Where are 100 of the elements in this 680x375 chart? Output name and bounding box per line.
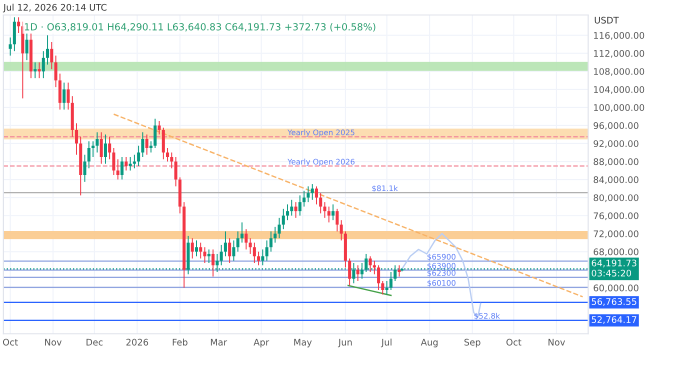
x-tick-label: 2026 bbox=[126, 338, 148, 346]
candlestick bbox=[120, 156, 124, 180]
candlestick bbox=[319, 192, 322, 214]
candlestick bbox=[162, 127, 165, 160]
candlestick bbox=[149, 140, 152, 153]
candlestick bbox=[327, 206, 330, 223]
y-tick-label: 80,000.00 bbox=[594, 194, 638, 202]
y-tick-label: 104,000.00 bbox=[594, 86, 644, 94]
candlestick bbox=[74, 122, 78, 156]
y-tick-label: 100,000.00 bbox=[594, 104, 644, 112]
candlestick bbox=[190, 238, 194, 259]
candlestick bbox=[194, 240, 198, 257]
candlestick bbox=[261, 248, 264, 266]
text: Jul 12, 2026 20:14 UTC bbox=[2, 4, 107, 12]
candlestick bbox=[25, 32, 28, 61]
candlestick bbox=[170, 152, 174, 169]
candlestick bbox=[34, 62, 37, 79]
candlestick bbox=[137, 145, 140, 167]
candlestick bbox=[265, 240, 268, 262]
candlestick bbox=[154, 118, 157, 148]
candlestick bbox=[394, 264, 397, 282]
y-tick-label: 108,000.00 bbox=[594, 68, 644, 76]
x-tick-label: Oct bbox=[3, 338, 18, 346]
y-tick-label: 76,000.00 bbox=[594, 212, 638, 220]
y-tick-label: 116,000.00 bbox=[594, 32, 644, 40]
candlestick bbox=[199, 242, 202, 259]
candlestick bbox=[377, 264, 380, 291]
candlestick bbox=[290, 199, 294, 216]
candlestick bbox=[220, 244, 223, 266]
candlestick bbox=[240, 222, 244, 244]
candlestick bbox=[96, 132, 99, 153]
y-tick-label: 72,000.00 bbox=[594, 230, 638, 238]
candlestick bbox=[158, 120, 161, 135]
candlestick bbox=[389, 272, 392, 291]
candlestick bbox=[340, 220, 343, 241]
candlestick bbox=[38, 62, 41, 79]
y-tick-label: 88,000.00 bbox=[594, 158, 638, 166]
candlestick bbox=[236, 230, 240, 252]
ref-line-label: 56,763.55 bbox=[592, 298, 636, 306]
candlestick bbox=[332, 204, 335, 221]
candlestick bbox=[269, 230, 272, 252]
candlestick bbox=[356, 264, 360, 282]
candlestick bbox=[282, 208, 285, 230]
candlestick bbox=[42, 50, 45, 79]
x-tick-label: Nov bbox=[45, 338, 62, 346]
y-tick-label: 112,000.00 bbox=[594, 50, 644, 58]
x-tick-label: Nov bbox=[548, 338, 566, 346]
candlestick bbox=[203, 246, 206, 264]
y-tick-label: 84,000.00 bbox=[594, 176, 638, 184]
candlestick bbox=[302, 190, 306, 208]
candlestick bbox=[257, 251, 260, 266]
candlestick bbox=[124, 156, 128, 172]
candlestick bbox=[314, 186, 318, 205]
candlestick bbox=[244, 228, 248, 250]
candlestick bbox=[166, 148, 170, 162]
candlestick bbox=[274, 226, 277, 244]
candlestick bbox=[381, 280, 384, 296]
x-tick-label: Apr bbox=[254, 338, 270, 348]
x-tick-label: Mar bbox=[210, 338, 228, 346]
candlestick bbox=[58, 73, 62, 110]
candlestick bbox=[17, 16, 20, 34]
candlestick bbox=[306, 186, 310, 203]
ref-line-label: 64,191.73 03:45:20 bbox=[592, 260, 636, 277]
candlestick bbox=[141, 132, 144, 158]
candlestick bbox=[298, 194, 302, 216]
candlestick bbox=[248, 238, 252, 254]
candlestick bbox=[174, 156, 178, 187]
candlestick bbox=[46, 34, 50, 66]
candlestick bbox=[87, 140, 90, 169]
candlestick bbox=[232, 240, 236, 262]
candlestick bbox=[50, 42, 54, 70]
text: 1D · O63,819.01 H64,290.11 L63,640.83 C64,191.73 +372.73 (+0.58%) bbox=[24, 22, 376, 32]
candlestick bbox=[66, 82, 70, 110]
y-tick-label: 68,000.00 bbox=[594, 248, 638, 256]
y-axis-title: USDT bbox=[594, 16, 619, 24]
candlestick bbox=[100, 132, 103, 164]
candlestick bbox=[398, 264, 401, 277]
candlestick bbox=[372, 260, 376, 275]
x-tick-label: Jun bbox=[338, 338, 352, 348]
x-tick-label: Dec bbox=[86, 338, 103, 346]
candlestick bbox=[12, 16, 16, 52]
candlestick bbox=[62, 82, 66, 110]
candlestick bbox=[132, 154, 136, 169]
y-tick-label: 92,000.00 bbox=[594, 140, 638, 148]
candlestick bbox=[83, 154, 86, 182]
candlestick bbox=[278, 217, 281, 239]
candlestick bbox=[54, 55, 58, 88]
candlestick bbox=[116, 158, 120, 180]
candlestick bbox=[104, 134, 107, 164]
candlestick bbox=[348, 258, 352, 286]
ref-line-label: 52,764.17 bbox=[592, 316, 636, 324]
candlestick bbox=[310, 184, 314, 200]
candlestick bbox=[212, 248, 215, 277]
candlestick bbox=[286, 204, 290, 221]
x-tick-label: Jul bbox=[380, 338, 392, 348]
candlestick bbox=[336, 208, 339, 232]
candlestick bbox=[323, 202, 326, 218]
x-tick-label: Sep bbox=[464, 338, 480, 348]
x-tick-label: May bbox=[294, 338, 312, 348]
y-tick-label: 60,000.00 bbox=[594, 284, 638, 292]
